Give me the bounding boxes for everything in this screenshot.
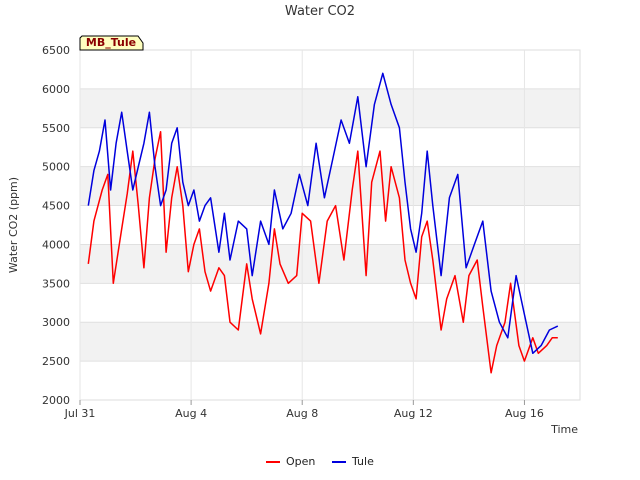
legend-item-open: Open xyxy=(266,455,315,468)
series-lines xyxy=(87,72,559,374)
series-line-open xyxy=(87,130,558,374)
x-axis-title: Time xyxy=(550,423,578,436)
grid-band xyxy=(80,244,580,284)
grid-bands xyxy=(80,49,580,401)
grid-band xyxy=(80,88,580,128)
y-tick-label: 2500 xyxy=(42,355,70,368)
y-tick-label: 2000 xyxy=(42,394,70,407)
grid-band xyxy=(80,127,580,167)
y-tick-label: 4500 xyxy=(42,200,70,213)
legend-label: Tule xyxy=(351,455,374,468)
y-tick-label: 5500 xyxy=(42,122,70,135)
grid-band xyxy=(80,205,580,245)
y-tick-label: 3000 xyxy=(42,316,70,329)
y-tick-label: 4000 xyxy=(42,238,70,251)
y-axis-title: Water CO2 (ppm) xyxy=(7,177,20,273)
grid-band xyxy=(80,361,580,400)
x-tick-label: Jul 31 xyxy=(64,407,96,420)
x-tick-label: Aug 8 xyxy=(286,407,318,420)
y-tick-label: 3500 xyxy=(42,277,70,290)
x-tick-label: Aug 12 xyxy=(394,407,433,420)
site-badge: MB_Tule xyxy=(79,35,144,51)
site-badge-label: MB_Tule xyxy=(86,36,136,49)
x-axis-ticks: Jul 31 Aug 4 Aug 8 Aug 12 Aug 16 xyxy=(64,50,544,420)
legend: Open Tule xyxy=(266,455,374,468)
grid-band xyxy=(80,50,580,89)
grid-band xyxy=(80,283,580,323)
legend-item-tule: Tule xyxy=(332,455,374,468)
legend-label: Open xyxy=(286,455,315,468)
y-axis-ticks: 2000 2500 3000 3500 4000 4500 5000 5500 6000 6500 xyxy=(42,44,70,407)
x-tick-label: Aug 4 xyxy=(175,407,207,420)
series-line-tule xyxy=(87,72,559,355)
y-tick-label: 6500 xyxy=(42,44,70,57)
y-tick-label: 5000 xyxy=(42,161,70,174)
y-tick-label: 6000 xyxy=(42,83,70,96)
grid-band xyxy=(80,322,580,362)
x-tick-label: Aug 16 xyxy=(505,407,544,420)
chart-title: Water CO2 xyxy=(285,4,355,19)
